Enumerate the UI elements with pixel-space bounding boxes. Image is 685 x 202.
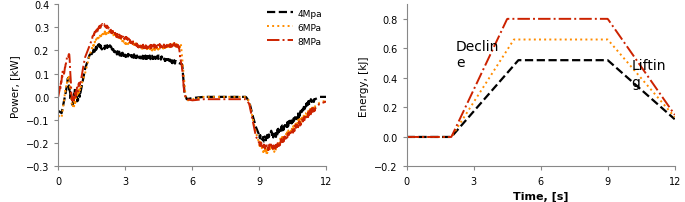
6MPa: [225, 96, 234, 99]
4Mpa: [71, 91, 79, 93]
8MPa: [322, 101, 330, 103]
8MPa: [210, 99, 219, 101]
6MPa: [54, 115, 62, 117]
4Mpa: [260, 141, 268, 143]
4Mpa: [217, 96, 225, 99]
6MPa: [286, 130, 294, 132]
Y-axis label: Power, [kW]: Power, [kW]: [10, 55, 20, 117]
6MPa: [322, 100, 330, 102]
4Mpa: [95, 44, 103, 46]
8MPa: [71, 93, 79, 95]
8MPa: [258, 144, 266, 146]
4Mpa: [54, 110, 62, 113]
8MPa: [286, 133, 294, 135]
4Mpa: [210, 96, 219, 99]
Line: 4Mpa: 4Mpa: [58, 45, 326, 142]
6MPa: [105, 30, 113, 32]
Line: 8MPa: 8MPa: [58, 24, 326, 150]
4Mpa: [286, 122, 294, 124]
Legend: 4Mpa, 6MPa, 8MPa: 4Mpa, 6MPa, 8MPa: [267, 9, 322, 46]
4Mpa: [225, 96, 234, 99]
Line: 6MPa: 6MPa: [58, 31, 326, 153]
8MPa: [54, 96, 62, 99]
6MPa: [71, 104, 79, 106]
6MPa: [210, 96, 219, 99]
6MPa: [258, 147, 266, 150]
6MPa: [217, 96, 225, 99]
8MPa: [217, 99, 225, 101]
6MPa: [263, 152, 271, 155]
8MPa: [99, 23, 108, 25]
4Mpa: [258, 138, 266, 141]
8MPa: [225, 99, 234, 101]
X-axis label: Time, [s]: Time, [s]: [513, 191, 569, 201]
Text: Liftin
g: Liftin g: [631, 59, 666, 89]
Y-axis label: Energy, [kJ]: Energy, [kJ]: [359, 56, 369, 116]
8MPa: [264, 149, 272, 151]
Text: Declin
e: Declin e: [456, 40, 499, 70]
4Mpa: [322, 96, 330, 99]
